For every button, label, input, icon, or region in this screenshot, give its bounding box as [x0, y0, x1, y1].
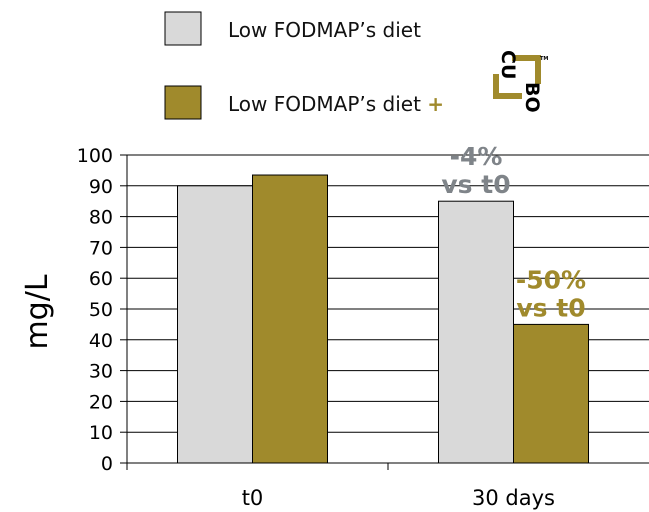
y-tick-label: 80: [89, 207, 113, 229]
y-tick-label: 60: [89, 268, 113, 290]
y-tick-label: 100: [77, 145, 113, 167]
y-tick-label: 30: [89, 361, 113, 383]
legend-label: Low FODMAP’s diet +: [228, 92, 444, 116]
annotation-label: -50%: [516, 265, 586, 294]
annotations: -4%vs t0-50%vs t0: [441, 142, 586, 322]
bar: [252, 174, 328, 464]
bar: [438, 200, 514, 464]
logo-tm: TM: [540, 56, 548, 62]
bar: [177, 185, 253, 464]
annotation-label: vs t0: [516, 293, 585, 322]
x-tick-label: 30 days: [472, 486, 555, 510]
legend-plus: +: [427, 92, 444, 116]
logo-letters-top: CU: [497, 50, 519, 79]
y-tick-label: 70: [89, 237, 113, 259]
y-tick-label: 20: [89, 391, 113, 413]
axes: 0 10 20 30 40 50 60 70 80 90 100 t0 30 days: [77, 145, 649, 510]
annotation-label: -4%: [450, 142, 503, 171]
x-tick-label: t0: [242, 486, 264, 510]
legend: Low FODMAP’s diet Low FODMAP’s diet +: [164, 11, 444, 120]
y-tick-label: 90: [89, 176, 113, 198]
y-axis-label: mg/L: [20, 274, 55, 349]
y-tick-label: 10: [89, 422, 113, 444]
cubo-logo: CU BO TM: [486, 48, 548, 113]
y-tick-label: 40: [89, 330, 113, 352]
y-tick-label: 50: [89, 299, 113, 321]
bar: [513, 323, 589, 464]
legend-swatch: [164, 85, 202, 120]
logo-letters-bottom: BO: [521, 82, 543, 113]
annotation-label: vs t0: [441, 170, 510, 199]
legend-swatch: [164, 11, 202, 46]
legend-label: Low FODMAP’s diet: [228, 18, 421, 42]
y-tick-label: 0: [101, 453, 113, 475]
